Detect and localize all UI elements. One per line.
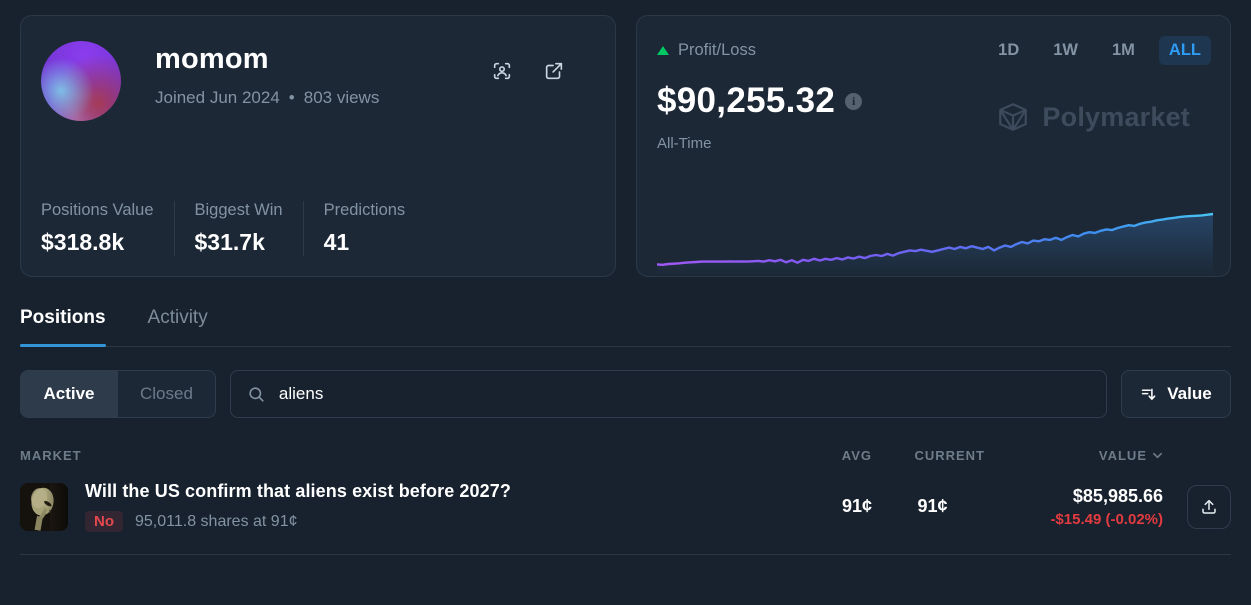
current-cell: 91¢	[917, 496, 948, 516]
profile-card: momom Joined Jun 2024 • 803 views	[20, 15, 616, 277]
dot-separator: •	[288, 88, 295, 107]
filter-row: Active Closed Value	[20, 370, 1231, 418]
profile-meta: momom Joined Jun 2024 • 803 views	[155, 41, 379, 108]
outcome-badge: No	[85, 511, 123, 532]
market-info: Will the US confirm that aliens exist be…	[85, 481, 511, 532]
search-icon	[249, 386, 264, 402]
profile-header: momom Joined Jun 2024 • 803 views	[41, 41, 591, 121]
share-position-button[interactable]	[1187, 484, 1231, 529]
col-avg: AVG	[841, 448, 872, 463]
section-tabs: Positions Activity	[20, 307, 1231, 347]
stat-value: $31.7k	[194, 229, 265, 255]
search-input[interactable]	[278, 384, 1090, 404]
position-value: $85,985.66	[1072, 485, 1163, 506]
scan-profile-icon[interactable]	[491, 59, 515, 83]
shares-text: 95,011.8 shares at 91¢	[135, 512, 298, 530]
profile-name: momom	[155, 43, 269, 75]
sort-value-button[interactable]: Value	[1121, 370, 1231, 418]
stat-label: Positions Value	[41, 201, 154, 219]
range-1d[interactable]: 1D	[988, 36, 1029, 65]
tab-positions[interactable]: Positions	[20, 307, 106, 347]
pnl-period-label: All-Time	[657, 135, 712, 152]
segment-active[interactable]: Active	[21, 371, 117, 417]
pnl-amount-row: $90,255.32 i	[657, 81, 1211, 121]
pnl-card: Profit/Loss 1D 1W 1M ALL $90,255.32 i Al…	[636, 15, 1231, 277]
market-subtitle: No 95,011.8 shares at 91¢	[85, 511, 511, 532]
market-thumbnail	[20, 482, 68, 531]
stat-predictions: Predictions 41	[302, 201, 426, 256]
range-1m[interactable]: 1M	[1102, 36, 1145, 65]
info-icon[interactable]: i	[845, 92, 863, 110]
pnl-title-wrap: Profit/Loss	[657, 41, 756, 60]
time-range-tabs: 1D 1W 1M ALL	[988, 36, 1211, 65]
top-cards-row: momom Joined Jun 2024 • 803 views	[20, 15, 1231, 277]
avg-cell: 91¢	[841, 496, 872, 516]
stat-value: $318.8k	[41, 229, 125, 255]
stat-biggest-win: Biggest Win $31.7k	[173, 201, 303, 256]
avatar[interactable]	[41, 41, 121, 121]
pnl-header: Profit/Loss 1D 1W 1M ALL	[657, 36, 1211, 65]
stat-label: Predictions	[323, 201, 406, 219]
search-box	[229, 370, 1107, 418]
pnl-title: Profit/Loss	[678, 41, 756, 59]
market-title[interactable]: Will the US confirm that aliens exist be…	[85, 481, 511, 501]
col-value-label: VALUE	[1098, 448, 1147, 463]
sort-icon	[1142, 388, 1156, 400]
polymarket-wordmark: Polymarket	[1042, 101, 1190, 132]
profile-subtitle: Joined Jun 2024 • 803 views	[155, 88, 379, 108]
alien-image	[20, 482, 68, 531]
polymarket-watermark: Polymarket	[996, 100, 1190, 134]
position-change: -$15.49 (-0.02%)	[1050, 510, 1163, 528]
range-all[interactable]: ALL	[1158, 36, 1211, 65]
col-value[interactable]: VALUE	[993, 448, 1163, 463]
status-segmented-control: Active Closed	[20, 370, 216, 418]
tab-activity[interactable]: Activity	[148, 307, 208, 346]
table-row[interactable]: Will the US confirm that aliens exist be…	[20, 481, 1231, 555]
stat-positions-value: Positions Value $318.8k	[41, 201, 174, 256]
col-market: MARKET	[20, 448, 82, 463]
stat-label: Biggest Win	[194, 201, 283, 219]
polymarket-logo-icon	[999, 103, 1028, 131]
external-link-icon[interactable]	[543, 59, 567, 83]
market-cell: Will the US confirm that aliens exist be…	[20, 481, 789, 532]
views-count: 803 views	[303, 88, 380, 107]
stat-value: 41	[323, 229, 350, 255]
profile-stats: Positions Value $318.8k Biggest Win $31.…	[41, 201, 591, 256]
triangle-up-icon	[657, 46, 669, 55]
col-current: CURRENT	[914, 448, 985, 463]
profile-actions	[491, 59, 567, 83]
value-cell: $85,985.66 -$15.49 (-0.02%)	[993, 486, 1163, 528]
sort-button-label: Value	[1167, 384, 1212, 403]
upload-icon	[1202, 499, 1216, 514]
segment-closed[interactable]: Closed	[117, 371, 215, 417]
pnl-amount: $90,255.32	[657, 81, 836, 120]
pnl-chart	[657, 212, 1213, 276]
chevron-down-icon	[1153, 452, 1162, 459]
joined-date: Joined Jun 2024	[155, 88, 280, 107]
table-header: MARKET AVG CURRENT VALUE	[20, 448, 1231, 463]
range-1w[interactable]: 1W	[1043, 36, 1088, 65]
